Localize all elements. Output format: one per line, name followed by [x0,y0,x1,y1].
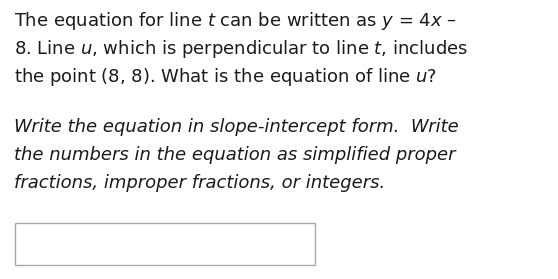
Text: 8. Line $u$, which is perpendicular to line $t$, includes: 8. Line $u$, which is perpendicular to l… [14,38,468,60]
Bar [15,223,315,265]
Text: Write the equation in slope-intercept form.  Write: Write the equation in slope-intercept fo… [14,118,459,136]
Text: the point (8, 8). What is the equation of line $u$?: the point (8, 8). What is the equation o… [14,66,437,88]
Text: fractions, improper fractions, or integers.: fractions, improper fractions, or intege… [14,174,385,192]
Text: the numbers in the equation as simplified proper: the numbers in the equation as simplifie… [14,146,455,164]
Text: The equation for line $t$ can be written as $y$ = 4$x$ –: The equation for line $t$ can be written… [14,10,457,32]
